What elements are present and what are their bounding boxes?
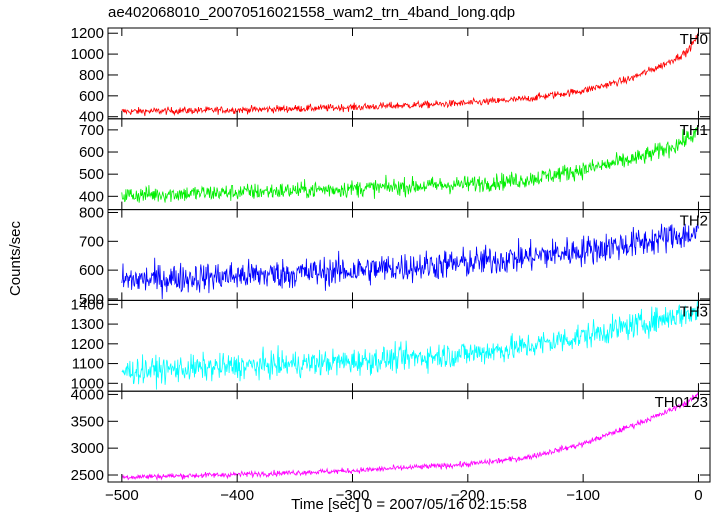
panel-frame-th2: [107, 209, 711, 301]
x-tick-label: −300: [336, 487, 370, 504]
y-tick-label: 500: [79, 166, 104, 183]
y-tick-label: 3000: [71, 440, 104, 457]
series-line-th3: [121, 301, 699, 390]
panel-label-th3: TH3: [680, 303, 708, 320]
x-tick-label: −400: [220, 487, 254, 504]
y-tick-label: 800: [79, 204, 104, 221]
y-tick-label: 1200: [71, 336, 104, 353]
y-tick-label: 1000: [71, 375, 104, 392]
y-tick-label: 3500: [71, 413, 104, 430]
y-tick-label: 1000: [71, 46, 104, 63]
y-tick-label: 1100: [72, 356, 104, 373]
series-line-th0123: [121, 391, 699, 481]
y-tick-label: 600: [79, 262, 104, 279]
x-tick-label: −100: [566, 487, 600, 504]
y-tick-label: 1200: [71, 25, 104, 42]
y-tick-label: 1300: [71, 316, 104, 333]
y-tick-label: 500: [79, 291, 104, 308]
panel-frame-th0123: [107, 390, 711, 483]
x-axis-label: Time [sec] 0 = 2007/05/16 02:15:58: [291, 496, 527, 513]
y-tick-label: 600: [79, 88, 104, 105]
panel-frame-th3: [107, 299, 711, 392]
panel-frame-th1: [107, 118, 711, 211]
series-line-th2: [121, 223, 699, 300]
panel-label-th2: TH2: [680, 213, 708, 230]
x-tick-label: −200: [451, 487, 485, 504]
y-tick-label: 400: [79, 188, 104, 205]
y-tick-label: 400: [79, 109, 104, 126]
x-tick-label: −500: [105, 487, 139, 504]
y-tick-label: 600: [79, 144, 104, 161]
panel-label-th0123: TH0123: [655, 394, 708, 411]
y-tick-label: 700: [79, 122, 104, 139]
y-tick-label: 1400: [71, 296, 104, 313]
panel-label-th1: TH1: [680, 122, 708, 139]
y-tick-label: 2500: [71, 467, 104, 484]
chart-title: ae402068010_20070516021558_wam2_trn_4ban…: [108, 4, 516, 21]
panel-label-th0: TH0: [680, 31, 708, 48]
x-tick-label: 0: [694, 487, 702, 504]
series-line-th0: [121, 32, 699, 117]
y-tick-label: 4000: [71, 386, 104, 403]
y-tick-label: 700: [79, 233, 104, 250]
y-tick-label: 800: [79, 67, 104, 84]
series-line-th1: [121, 126, 699, 203]
